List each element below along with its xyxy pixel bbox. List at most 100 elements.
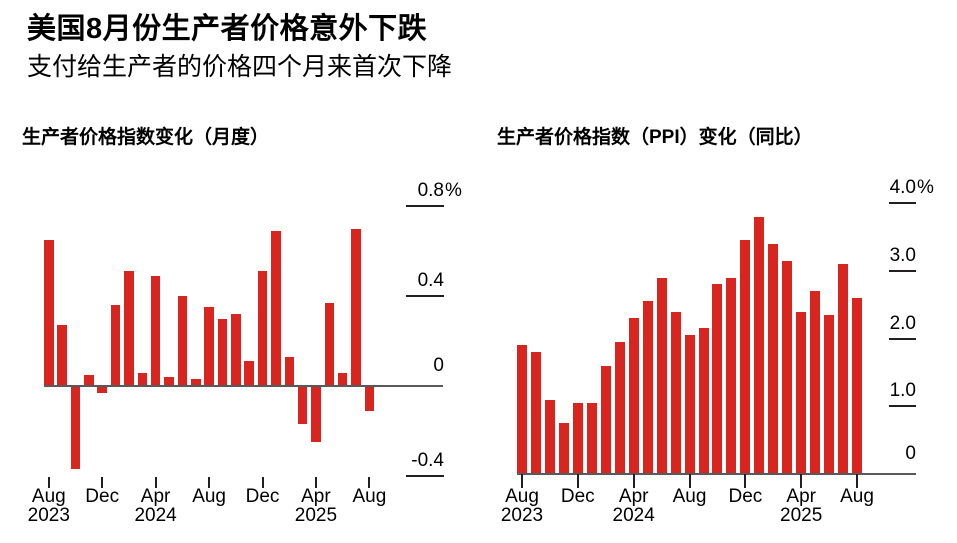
bar-apr-2025: [796, 311, 807, 474]
bar-jul-2024: [670, 311, 681, 474]
bar-aug-2025: [364, 386, 375, 411]
x-axis-month-label: Dec: [560, 486, 595, 507]
bar-jan-2024: [110, 305, 121, 386]
x-axis-tick: [576, 474, 579, 488]
bar-jul-2024: [191, 379, 201, 387]
bar-nov-2024: [244, 361, 254, 387]
x-axis-month-label: Aug: [352, 486, 387, 507]
ppi-monthly-chart-title: 生产者价格指数变化（月度）: [22, 127, 270, 148]
y-axis-label: 4.0: [889, 177, 916, 199]
bar-dec-2023: [572, 402, 583, 474]
x-axis-tick: [101, 477, 104, 488]
x-axis-tick: [368, 477, 371, 488]
bar-may-2024: [642, 301, 653, 474]
bar-feb-2025: [284, 356, 294, 387]
y-axis-label: 1.0: [889, 380, 916, 402]
bar-dec-2024: [257, 271, 268, 387]
x-axis-month-label: Apr: [301, 486, 331, 507]
bar-oct-2023: [70, 386, 81, 470]
x-axis-tick: [521, 474, 523, 488]
bar-sep-2024: [217, 318, 228, 386]
y-axis-unit: %: [445, 180, 462, 201]
x-axis-month-label: Apr: [618, 486, 649, 507]
y-axis-label: 0: [905, 443, 916, 464]
x-axis-month-label: Aug: [672, 486, 707, 507]
bar-jun-2025: [824, 314, 835, 474]
x-axis-tick: [632, 474, 635, 488]
x-axis-month-label: Dec: [728, 486, 763, 507]
bar-dec-2024: [740, 240, 751, 474]
ppi-yoy-chart-title: 生产者价格指数（PPI）变化（同比）: [497, 127, 813, 148]
bar-dec-2023: [97, 386, 107, 393]
y-axis-tick: [889, 405, 916, 408]
bar-aug-2023: [517, 345, 527, 474]
y-axis-label: 3.0: [889, 244, 916, 266]
x-axis-month-label: Apr: [786, 486, 816, 507]
bar-jun-2024: [177, 296, 188, 386]
y-axis-tick: [406, 295, 444, 297]
bar-jul-2025: [351, 228, 361, 386]
x-axis-tick: [800, 474, 803, 488]
y-axis-label: 0.8: [417, 180, 444, 201]
y-axis-label: -0.4: [411, 450, 444, 471]
bar-sep-2023: [531, 352, 541, 474]
x-axis-tick: [314, 477, 317, 488]
bar-feb-2024: [600, 365, 611, 474]
bar-may-2024: [164, 377, 174, 386]
bar-apr-2024: [628, 318, 639, 474]
bar-jan-2025: [271, 230, 281, 387]
bar-may-2025: [810, 291, 821, 474]
bar-mar-2025: [297, 386, 308, 425]
headline: 美国8月份生产者价格意外下跌: [27, 13, 428, 45]
bar-aug-2023: [44, 239, 54, 387]
x-axis-year-label: 2023: [500, 505, 544, 526]
bar-nov-2023: [558, 423, 569, 474]
bar-jul-2025: [838, 264, 849, 474]
x-axis-month-label: Aug: [192, 486, 226, 507]
bar-feb-2024: [124, 271, 134, 387]
x-axis-month-label: Dec: [245, 486, 280, 507]
bar-aug-2024: [684, 335, 695, 474]
bar-mar-2024: [614, 342, 625, 474]
x-axis-month-label: Aug: [505, 486, 539, 507]
x-axis-tick: [261, 477, 264, 488]
y-axis-tick: [889, 202, 916, 205]
zero-axis-line: [44, 385, 443, 387]
bar-sep-2023: [57, 325, 67, 387]
bar-sep-2024: [698, 328, 709, 474]
bar-apr-2025: [311, 386, 321, 443]
y-axis-label: 0.4: [417, 270, 444, 291]
bar-mar-2024: [137, 372, 147, 386]
y-axis-unit: %: [917, 177, 934, 199]
x-axis-month-label: Aug: [31, 486, 66, 507]
bar-jan-2025: [754, 216, 765, 474]
x-axis-year-label: 2023: [27, 505, 70, 526]
bar-nov-2023: [84, 374, 94, 387]
bar-aug-2025: [852, 298, 862, 474]
bar-jun-2024: [656, 277, 667, 474]
subheadline: 支付给生产者的价格四个月来首次下降: [27, 53, 453, 81]
bar-jun-2025: [337, 372, 348, 386]
bar-jan-2024: [586, 402, 597, 474]
x-axis-tick: [47, 477, 50, 488]
x-axis-tick: [688, 474, 691, 488]
y-axis-tick: [406, 205, 444, 207]
bar-oct-2024: [231, 314, 241, 386]
bar-feb-2025: [768, 243, 779, 474]
x-axis-tick: [154, 477, 157, 488]
bar-oct-2024: [712, 284, 723, 474]
x-axis-year-label: 2024: [134, 505, 177, 526]
bar-nov-2024: [726, 277, 737, 474]
y-axis-label: 0: [433, 355, 444, 376]
x-axis-month-label: Dec: [85, 486, 120, 507]
bar-may-2025: [324, 302, 335, 387]
x-axis-tick: [856, 474, 858, 488]
y-axis-tick: [889, 269, 916, 272]
y-axis-tick: [889, 337, 916, 340]
bar-oct-2023: [544, 399, 555, 474]
x-axis-year-label: 2025: [780, 505, 823, 526]
x-axis-year-label: 2024: [612, 505, 655, 526]
